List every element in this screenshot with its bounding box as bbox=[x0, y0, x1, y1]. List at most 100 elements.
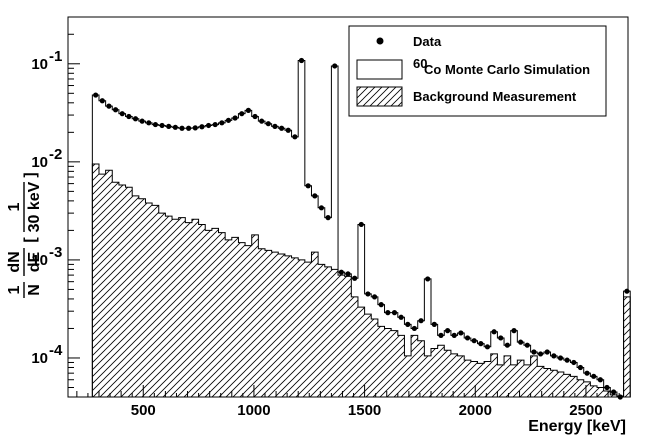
data-point bbox=[524, 342, 530, 348]
data-point bbox=[126, 113, 132, 120]
data-point bbox=[259, 118, 265, 124]
data-point bbox=[451, 332, 457, 338]
y-title-open-bracket: [ bbox=[22, 237, 39, 243]
y-tick-exponent: -3 bbox=[49, 244, 62, 261]
legend-entry-background: Background Measurement bbox=[356, 86, 577, 107]
data-point bbox=[338, 269, 344, 275]
data-point bbox=[358, 221, 364, 228]
data-point bbox=[265, 121, 271, 127]
x-axis-title-text: Energy [keV] bbox=[528, 418, 626, 435]
data-point bbox=[425, 276, 431, 282]
data-point bbox=[159, 122, 165, 129]
y-tick-mantissa: 10 bbox=[31, 56, 48, 73]
legend-mc-marker bbox=[356, 59, 403, 80]
data-point bbox=[199, 124, 205, 130]
y-tick-label: 10 -4 bbox=[31, 342, 63, 367]
data-point bbox=[624, 288, 630, 294]
data-point bbox=[471, 338, 477, 344]
data-point bbox=[285, 127, 291, 133]
data-point bbox=[345, 271, 351, 277]
data-point bbox=[212, 121, 218, 128]
y-title-frac2-num: dN bbox=[6, 251, 23, 272]
data-point bbox=[252, 113, 258, 120]
data-point bbox=[405, 321, 411, 327]
legend-bg-label: Background Measurement bbox=[413, 89, 577, 104]
legend-entry-mc: 60 Co Monte Carlo Simulation bbox=[356, 56, 590, 80]
data-point bbox=[352, 275, 358, 281]
y-axis: 10-410-310-210-1 bbox=[31, 33, 80, 398]
x-axis: 500 1000 1500 2000 2500 bbox=[76, 385, 620, 419]
y-title-frac2-den: dE bbox=[26, 251, 43, 272]
data-point bbox=[146, 120, 152, 126]
y-tick-mantissa: 10 bbox=[31, 252, 48, 269]
data-point bbox=[385, 310, 391, 316]
x-tick-label: 2500 bbox=[569, 402, 602, 419]
data-point bbox=[325, 215, 331, 221]
data-point bbox=[564, 357, 570, 363]
data-point bbox=[418, 318, 424, 324]
data-point bbox=[205, 122, 212, 129]
data-point bbox=[491, 329, 497, 335]
x-axis-title: Energy [keV] bbox=[528, 418, 626, 435]
y-title-frac1-num: 1 bbox=[6, 285, 23, 294]
data-point bbox=[478, 341, 484, 347]
data-point bbox=[305, 183, 311, 189]
data-point bbox=[611, 389, 617, 395]
data-point bbox=[365, 291, 371, 297]
y-tick-label: 10 -1 bbox=[31, 48, 62, 73]
data-point bbox=[597, 377, 603, 383]
data-point bbox=[278, 125, 285, 131]
legend: Data 60 Co Monte Carlo Simulation Backgr… bbox=[348, 25, 607, 117]
data-point bbox=[411, 325, 418, 332]
data-point bbox=[272, 123, 278, 129]
y-tick-exponent: -1 bbox=[49, 48, 62, 65]
data-point bbox=[391, 310, 398, 316]
data-point bbox=[318, 205, 325, 211]
data-point bbox=[551, 353, 557, 359]
data-point bbox=[537, 351, 544, 357]
data-point bbox=[557, 355, 564, 361]
data-point bbox=[225, 117, 232, 123]
x-tick-label: 1000 bbox=[237, 402, 270, 419]
data-point bbox=[504, 342, 510, 348]
legend-data-label: Data bbox=[413, 34, 442, 49]
data-point bbox=[186, 125, 192, 131]
data-point bbox=[139, 118, 145, 124]
data-point bbox=[511, 328, 517, 334]
legend-data-marker bbox=[376, 37, 384, 45]
data-point bbox=[398, 314, 404, 320]
data-point bbox=[591, 373, 597, 379]
data-point bbox=[378, 302, 384, 308]
data-point bbox=[438, 332, 444, 338]
data-point bbox=[464, 335, 471, 341]
y-title-bracket-num: 1 bbox=[6, 202, 23, 211]
y-axis-title: 1 N dN dE [ 1 30 keV ] bbox=[6, 172, 43, 298]
data-point bbox=[518, 339, 524, 345]
legend-mc-label: Co Monte Carlo Simulation bbox=[424, 62, 590, 77]
data-point bbox=[232, 115, 238, 121]
data-point bbox=[172, 124, 178, 130]
data-point bbox=[112, 107, 119, 113]
y-tick-mantissa: 10 bbox=[31, 154, 48, 171]
data-point bbox=[332, 63, 338, 69]
y-tick-label: 10 -3 bbox=[31, 244, 62, 269]
legend-mc-sup: 60 bbox=[413, 56, 427, 71]
data-series bbox=[93, 57, 630, 400]
y-title-bracket-den: 30 keV bbox=[26, 181, 43, 232]
data-point bbox=[152, 121, 159, 128]
data-point bbox=[106, 103, 112, 109]
data-point bbox=[239, 111, 245, 117]
data-point bbox=[219, 120, 225, 126]
legend-entry-data: Data bbox=[376, 34, 442, 49]
data-point bbox=[192, 125, 198, 131]
data-point bbox=[312, 193, 318, 199]
background-measurement-area bbox=[91, 163, 631, 398]
data-point bbox=[431, 321, 437, 327]
data-point bbox=[93, 92, 99, 98]
data-point bbox=[445, 328, 451, 334]
data-point bbox=[571, 359, 577, 366]
data-point bbox=[544, 349, 550, 355]
data-point bbox=[577, 364, 584, 371]
legend-bg-marker bbox=[356, 86, 403, 107]
